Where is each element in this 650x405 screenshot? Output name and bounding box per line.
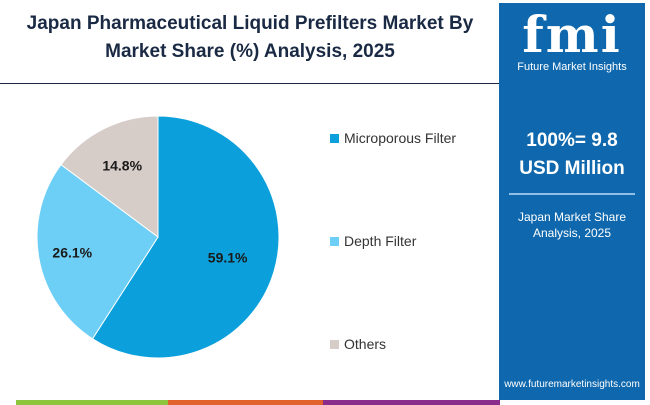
- pie-chart: 59.1% 26.1% 14.8%: [36, 115, 280, 359]
- info-panel: fmi Future Market Insights 100%= 9.8 USD…: [499, 3, 645, 400]
- legend-item-microporous: Microporous Filter: [330, 130, 456, 146]
- legend-swatch: [330, 133, 339, 143]
- pie-slice-others: [60, 115, 159, 238]
- pie-slice-microporous-filter: [91, 115, 280, 359]
- website-link[interactable]: www.futuremarketinsights.com: [504, 379, 640, 390]
- panel-subtitle: Japan Market Share Analysis, 2025: [517, 210, 627, 240]
- logo-text: Future Market Insights: [517, 61, 627, 73]
- footer-stripe-purple: [323, 400, 500, 405]
- footer-stripe-orange: [168, 400, 323, 405]
- total-line1: 100%= 9.8: [526, 130, 618, 151]
- footer-stripe-green: [16, 400, 168, 405]
- chart-title: Japan Pharmaceutical Liquid Prefilters M…: [26, 13, 474, 62]
- legend-item-depth: Depth Filter: [330, 233, 416, 249]
- pie-slice-depth-filter: [36, 163, 159, 340]
- fmi-logo: fmi: [522, 5, 622, 64]
- legend-label: Others: [344, 336, 387, 352]
- legend-swatch: [330, 236, 339, 246]
- data-label: 59.1%: [208, 249, 248, 265]
- title-divider: [0, 83, 499, 84]
- legend-item-others: Others: [330, 336, 386, 352]
- total-line2: USD Million: [519, 158, 625, 179]
- legend-swatch: [330, 339, 339, 349]
- legend-label: Microporous Filter: [344, 130, 457, 146]
- market-total: 100%= 9.8 USD Million: [499, 127, 645, 183]
- data-label: 26.1%: [52, 245, 92, 261]
- data-label: 14.8%: [102, 158, 142, 174]
- legend-label: Depth Filter: [344, 233, 417, 249]
- panel-divider: [509, 193, 635, 195]
